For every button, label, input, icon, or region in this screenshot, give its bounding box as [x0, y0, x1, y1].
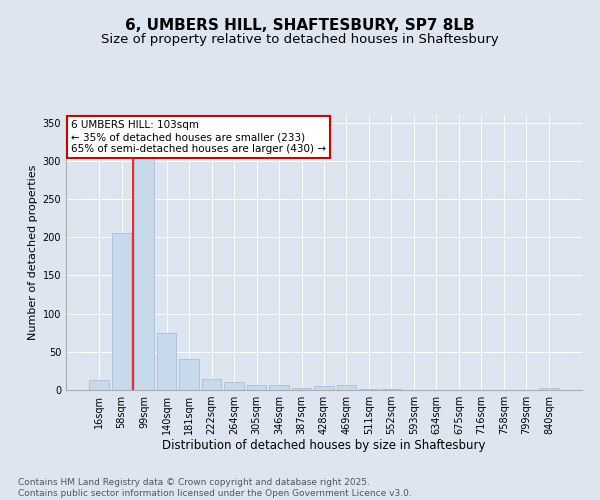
Bar	[179, 360, 199, 390]
Bar	[202, 380, 221, 390]
Y-axis label: Number of detached properties: Number of detached properties	[28, 165, 38, 340]
Bar	[157, 332, 176, 390]
Bar	[112, 234, 131, 390]
Bar	[224, 382, 244, 390]
Bar	[292, 388, 311, 390]
X-axis label: Distribution of detached houses by size in Shaftesbury: Distribution of detached houses by size …	[162, 438, 486, 452]
Text: Contains HM Land Registry data © Crown copyright and database right 2025.
Contai: Contains HM Land Registry data © Crown c…	[18, 478, 412, 498]
Text: 6 UMBERS HILL: 103sqm
← 35% of detached houses are smaller (233)
65% of semi-det: 6 UMBERS HILL: 103sqm ← 35% of detached …	[71, 120, 326, 154]
Bar	[337, 386, 356, 390]
Bar	[359, 389, 379, 390]
Bar	[269, 386, 289, 390]
Bar	[382, 389, 401, 390]
Bar	[539, 388, 559, 390]
Text: Size of property relative to detached houses in Shaftesbury: Size of property relative to detached ho…	[101, 32, 499, 46]
Text: 6, UMBERS HILL, SHAFTESBURY, SP7 8LB: 6, UMBERS HILL, SHAFTESBURY, SP7 8LB	[125, 18, 475, 32]
Bar	[134, 153, 154, 390]
Bar	[247, 384, 266, 390]
Bar	[89, 380, 109, 390]
Bar	[314, 386, 334, 390]
